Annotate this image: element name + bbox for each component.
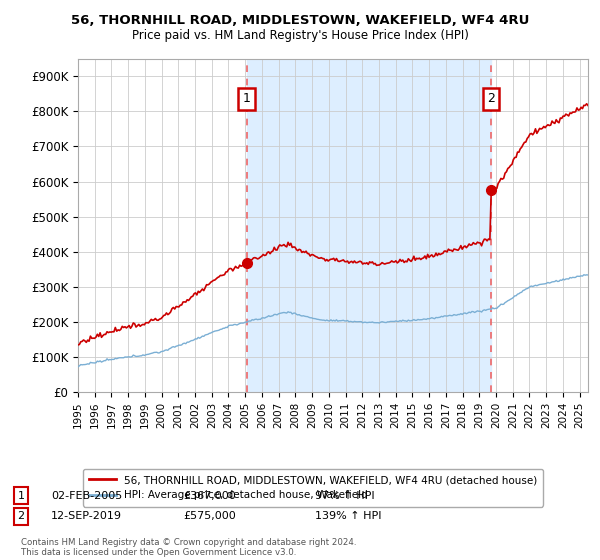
Text: 97% ↑ HPI: 97% ↑ HPI	[315, 491, 374, 501]
Text: £367,000: £367,000	[183, 491, 236, 501]
Text: 12-SEP-2019: 12-SEP-2019	[51, 511, 122, 521]
Text: 1: 1	[242, 92, 250, 105]
Bar	[247, 59, 491, 392]
Text: 1: 1	[17, 491, 25, 501]
Text: Price paid vs. HM Land Registry's House Price Index (HPI): Price paid vs. HM Land Registry's House …	[131, 29, 469, 42]
Text: 2: 2	[487, 92, 495, 105]
Text: £575,000: £575,000	[183, 511, 236, 521]
Text: 139% ↑ HPI: 139% ↑ HPI	[315, 511, 382, 521]
Text: Contains HM Land Registry data © Crown copyright and database right 2024.
This d: Contains HM Land Registry data © Crown c…	[21, 538, 356, 557]
Text: 56, THORNHILL ROAD, MIDDLESTOWN, WAKEFIELD, WF4 4RU: 56, THORNHILL ROAD, MIDDLESTOWN, WAKEFIE…	[71, 14, 529, 27]
Text: 02-FEB-2005: 02-FEB-2005	[51, 491, 122, 501]
Text: 2: 2	[17, 511, 25, 521]
Legend: 56, THORNHILL ROAD, MIDDLESTOWN, WAKEFIELD, WF4 4RU (detached house), HPI: Avera: 56, THORNHILL ROAD, MIDDLESTOWN, WAKEFIE…	[83, 469, 544, 507]
